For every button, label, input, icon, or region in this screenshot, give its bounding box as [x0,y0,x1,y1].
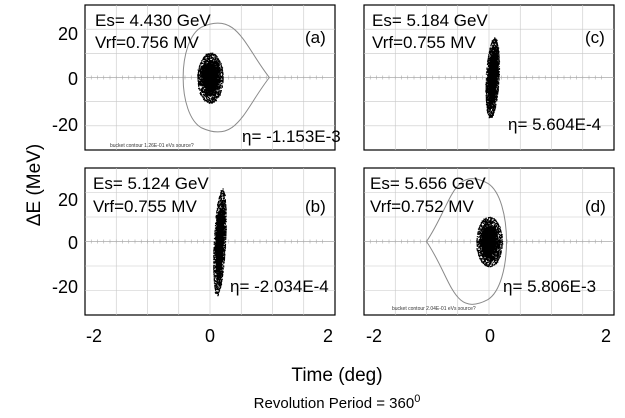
panel-d-xtick-0: 0 [485,326,495,346]
footnote-text: Revolution Period = 360 [254,395,415,412]
panel-a-eta: η= -1.153E-3 [242,127,341,146]
panel-b-xtick-neg2: -2 [86,326,102,346]
panel-a-ytick-20: 20 [58,24,78,44]
panel-b-grid [85,168,335,315]
panel-b-xtick-0: 0 [205,326,215,346]
panel-d-contour-note: bucket contour 2.04E-01 eVs source? [392,306,476,312]
panel-c-eta: η= 5.604E-4 [508,115,601,134]
footnote-superscript: 0 [414,393,420,405]
bunch-core [203,63,217,92]
panel-b-tag: (b) [305,197,326,216]
panel-b-bunch [213,188,227,297]
panel-a-voltage: Vrf=0.756 MV [95,33,199,52]
bunch-core [482,226,496,257]
panel-a-bunch [197,52,224,104]
panel-d-separatrix [425,178,507,305]
panel-d-xtick-2: 2 [601,326,611,346]
panel-c: Es= 5.184 GeV Vrf=0.755 MV (c) η= 5.604E… [363,4,615,151]
panel-a: Es= 4.430 GeV Vrf=0.756 MV (a) η= -1.153… [52,4,341,151]
bunch-core [488,54,496,101]
panel-d: Es= 5.656 GeV Vrf=0.752 MV (d) η= 5.806E… [363,167,615,346]
panel-d-tag: (d) [585,197,606,216]
panel-a-ytick-neg20: -20 [52,115,78,135]
panel-b: Es= 5.124 GeV Vrf=0.755 MV (b) η= -2.034… [52,167,336,346]
panel-c-bunch [485,37,501,119]
panel-b-ytick-0: 0 [68,233,78,253]
panel-d-xtick-neg2: -2 [366,326,382,346]
panel-b-ytick-20: 20 [58,190,78,210]
panel-a-separatrix [182,22,271,133]
panel-b-energy: Es= 5.124 GeV [93,174,209,193]
panel-a-energy: Es= 4.430 GeV [95,11,211,30]
panel-b-voltage: Vrf=0.755 MV [93,197,197,216]
y-axis-label: ΔE (MeV) [24,144,45,226]
panel-c-energy: Es= 5.184 GeV [372,11,488,30]
panel-c-tag: (c) [585,28,605,47]
panel-b-ytick-neg20: -20 [52,277,78,297]
panel-d-bunch [476,216,504,268]
panel-d-energy: Es= 5.656 GeV [370,174,486,193]
footnote: Revolution Period = 3600 [254,393,421,412]
panel-a-contour-note: bucket contour 1.26E-01 eVs source? [110,143,194,149]
panel-d-eta: η= 5.806E-3 [503,277,596,296]
panel-b-xtick-2: 2 [323,326,333,346]
panel-d-voltage: Vrf=0.752 MV [370,197,474,216]
x-axis-label: Time (deg) [291,365,382,386]
panel-a-tag: (a) [305,28,326,47]
panel-c-voltage: Vrf=0.755 MV [372,33,476,52]
bunch-core [216,210,223,273]
panel-a-ytick-0: 0 [68,69,78,89]
panel-b-eta: η= -2.034E-4 [230,277,329,296]
